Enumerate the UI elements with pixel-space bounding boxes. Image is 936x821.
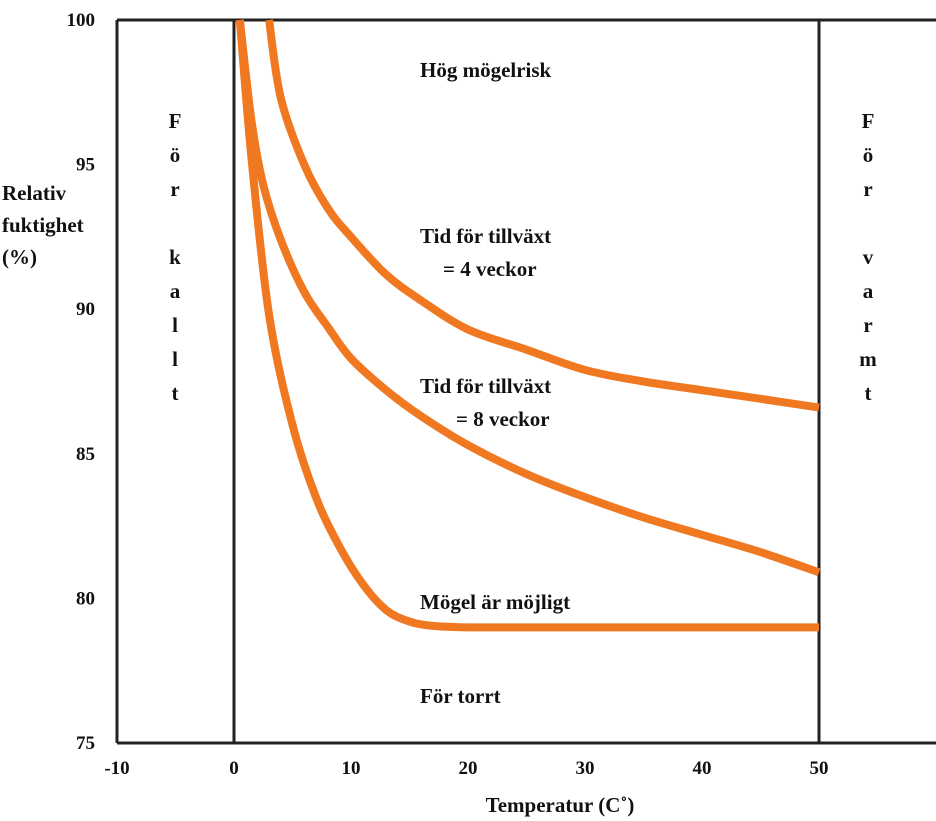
vertical-letter: l (172, 347, 178, 371)
y-tick-label: 75 (76, 733, 95, 754)
y-tick-label: 95 (76, 155, 95, 176)
vertical-letter: a (170, 279, 181, 303)
x-tick-label: 10 (342, 758, 361, 779)
annotation-8-weeks-line2: = 8 veckor (456, 407, 550, 431)
vertical-letter: v (863, 245, 874, 269)
x-tick-label: 30 (576, 758, 595, 779)
y-tick-labels: 75 80 85 90 95 100 (67, 10, 96, 754)
y-axis-label: Relativ fuktighet (%) (2, 181, 84, 269)
x-tick-label: 50 (810, 758, 829, 779)
vertical-letter: r (863, 313, 872, 337)
x-tick-labels: -10 0 10 20 30 40 50 (104, 758, 828, 779)
vertical-letter: r (170, 177, 179, 201)
x-tick-label: 40 (693, 758, 712, 779)
vertical-letter: r (863, 177, 872, 201)
x-tick-label: -10 (104, 758, 129, 779)
curves (235, 19, 821, 632)
y-axis-label-line: (%) (2, 245, 37, 269)
vertical-letter: F (862, 109, 875, 133)
vertical-letter: k (169, 245, 181, 269)
vertical-letter: ö (170, 143, 181, 167)
y-tick-label: 100 (67, 10, 96, 31)
vertical-letter: a (863, 279, 874, 303)
annotation-4-weeks-line1: Tid för tillväxt (420, 224, 551, 248)
curve-1 (265, 19, 820, 412)
y-axis-label-line: fuktighet (2, 213, 84, 237)
vertical-letter: m (859, 347, 877, 371)
vertical-letter: ö (863, 143, 874, 167)
vertical-letter: t (865, 381, 872, 405)
y-axis-label-line: Relativ (2, 181, 67, 205)
annotation-high-risk: Hög mögelrisk (420, 58, 552, 82)
y-tick-label: 85 (76, 444, 95, 465)
annotation-mold-possible: Mögel är möjligt (420, 590, 570, 614)
x-tick-label: 20 (459, 758, 478, 779)
y-tick-label: 90 (76, 299, 95, 320)
curve-3 (235, 19, 819, 632)
y-tick-label: 80 (76, 588, 95, 609)
vertical-letter: F (169, 109, 182, 133)
annotation-too-dry: För torrt (420, 684, 501, 708)
annotation-4-weeks-line2: = 4 veckor (443, 257, 537, 281)
x-tick-label: 0 (229, 758, 239, 779)
vertical-letter: t (172, 381, 179, 405)
annotation-8-weeks-line1: Tid för tillväxt (420, 374, 551, 398)
x-axis-label: Temperatur (C˚) (486, 793, 635, 817)
vertical-letter: l (172, 313, 178, 337)
curve-2 (235, 19, 821, 577)
plot-frame (115, 18, 936, 745)
